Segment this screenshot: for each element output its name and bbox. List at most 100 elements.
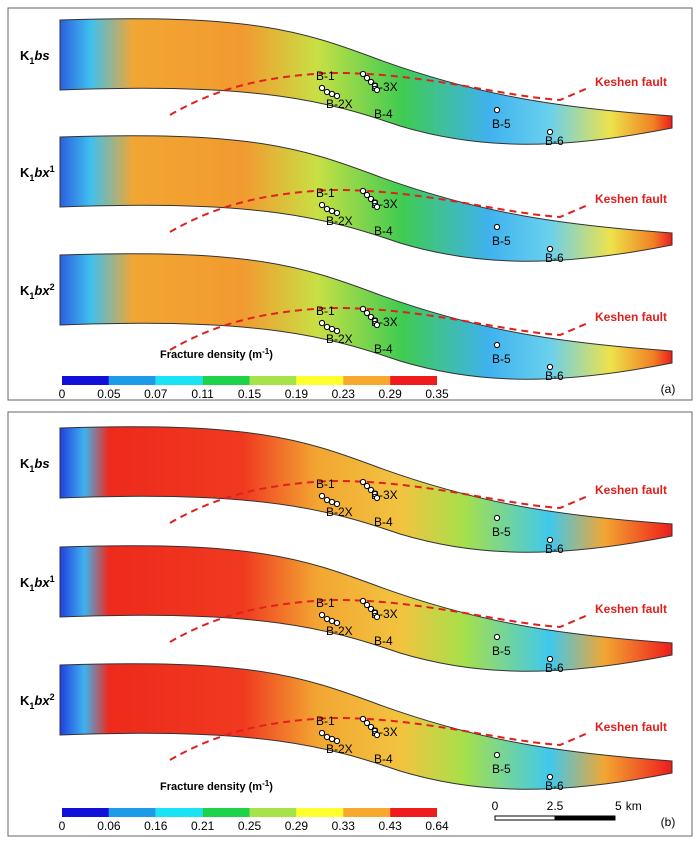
layer-subscript: 1 bbox=[29, 583, 34, 593]
layer-map bbox=[59, 545, 673, 672]
well-marker bbox=[363, 191, 371, 199]
well-marker bbox=[323, 323, 331, 331]
well-label: B-6 bbox=[545, 779, 564, 793]
well-marker bbox=[546, 245, 554, 253]
well-marker bbox=[363, 74, 371, 82]
layer-label: K1bx1 bbox=[20, 574, 55, 593]
layer-label: K1bx1 bbox=[20, 164, 55, 183]
colorbar-tick: 0.29 bbox=[378, 387, 402, 401]
well-marker bbox=[546, 536, 554, 544]
colorbar-tick: 0.15 bbox=[238, 387, 262, 401]
well-label: B-2X bbox=[326, 742, 353, 756]
fault-line bbox=[169, 598, 589, 643]
well-marker bbox=[373, 86, 381, 94]
well-marker bbox=[373, 203, 381, 211]
well-label: B-6 bbox=[545, 251, 564, 265]
colorbar-bin bbox=[108, 376, 156, 385]
well-marker bbox=[493, 341, 501, 349]
colorbar-tick: 0.23 bbox=[332, 387, 356, 401]
well-marker bbox=[318, 84, 326, 92]
well-label: B-4 bbox=[374, 342, 393, 356]
layer-name: bs bbox=[34, 48, 49, 63]
well-marker bbox=[373, 613, 381, 621]
well-label: B-5 bbox=[492, 644, 511, 658]
well-marker bbox=[333, 327, 341, 335]
scale-unit: km bbox=[626, 799, 642, 813]
fault-line bbox=[169, 479, 589, 524]
panel-label: (a) bbox=[661, 382, 676, 396]
fault-label: Keshen fault bbox=[595, 602, 667, 616]
well-marker bbox=[318, 492, 326, 500]
well-marker bbox=[359, 70, 367, 78]
fault-line bbox=[169, 306, 589, 351]
scale-bar-white bbox=[494, 815, 556, 821]
well-label: B-4 bbox=[374, 515, 393, 529]
colorbar-tick: 0.11 bbox=[191, 387, 214, 401]
legend-title-text: Fracture density (m bbox=[160, 349, 262, 361]
well-label: B-5 bbox=[492, 762, 511, 776]
well-marker bbox=[493, 751, 501, 759]
well-label: B-6 bbox=[545, 661, 564, 675]
well-label: B-4 bbox=[374, 107, 393, 121]
panel-label: (b) bbox=[661, 815, 676, 829]
well-marker bbox=[333, 209, 341, 217]
layer-label: K1bx2 bbox=[20, 692, 55, 711]
well-marker bbox=[359, 715, 367, 723]
well-label: B-2X bbox=[326, 214, 353, 228]
layer-name: bx bbox=[34, 283, 50, 298]
layer-map bbox=[59, 135, 673, 262]
well-label: B-5 bbox=[492, 117, 511, 131]
well-label: B-1 bbox=[316, 714, 335, 728]
colorbar-bin bbox=[62, 376, 109, 385]
well-label: B-4 bbox=[374, 224, 393, 238]
layer-name: bx bbox=[34, 575, 50, 590]
well-marker bbox=[328, 90, 336, 98]
colorbar-tick: 0.21 bbox=[191, 819, 215, 833]
colorbar-tick: 0 bbox=[59, 387, 66, 401]
well-marker bbox=[546, 363, 554, 371]
colorbar-bin bbox=[155, 808, 203, 817]
legend-title-sup: -1 bbox=[262, 779, 270, 788]
well-marker bbox=[333, 500, 341, 508]
scale-tick-value: 0 bbox=[492, 799, 499, 813]
well-marker bbox=[363, 482, 371, 490]
well-marker bbox=[318, 201, 326, 209]
colorbar-tick: 0.16 bbox=[144, 819, 168, 833]
well-marker bbox=[493, 223, 501, 231]
colorbar-bin bbox=[390, 376, 437, 385]
layer-label: K1bx2 bbox=[20, 282, 55, 301]
legend-title-end: ) bbox=[269, 781, 273, 793]
well-marker bbox=[328, 325, 336, 333]
well-marker bbox=[323, 205, 331, 213]
well-marker bbox=[333, 737, 341, 745]
well-marker bbox=[318, 729, 326, 737]
legend-title-sup: -1 bbox=[262, 347, 270, 356]
scale-tick-value: 2.5 bbox=[547, 799, 564, 813]
layer-letter: K bbox=[20, 456, 30, 471]
layer-superscript: 2 bbox=[50, 692, 55, 702]
layer-subscript: 1 bbox=[29, 173, 34, 183]
well-marker bbox=[493, 106, 501, 114]
well-marker bbox=[367, 195, 375, 203]
colorbar-bin bbox=[202, 376, 250, 385]
colorbar-tick: 0.33 bbox=[332, 819, 356, 833]
colorbar-bin bbox=[390, 808, 437, 817]
fault-line bbox=[169, 188, 589, 233]
colorbar-bin bbox=[296, 808, 344, 817]
colorbar-bin bbox=[249, 808, 297, 817]
well-marker bbox=[363, 309, 371, 317]
well-marker bbox=[359, 305, 367, 313]
well-label: B-5 bbox=[492, 234, 511, 248]
scale-tick: 0 bbox=[492, 799, 499, 813]
well-marker bbox=[328, 498, 336, 506]
colorbar-tick: 0.29 bbox=[285, 819, 309, 833]
fault-label: Keshen fault bbox=[595, 75, 667, 89]
layer-superscript: 1 bbox=[50, 574, 55, 584]
well-marker bbox=[546, 128, 554, 136]
colorbar-bin bbox=[62, 808, 109, 817]
